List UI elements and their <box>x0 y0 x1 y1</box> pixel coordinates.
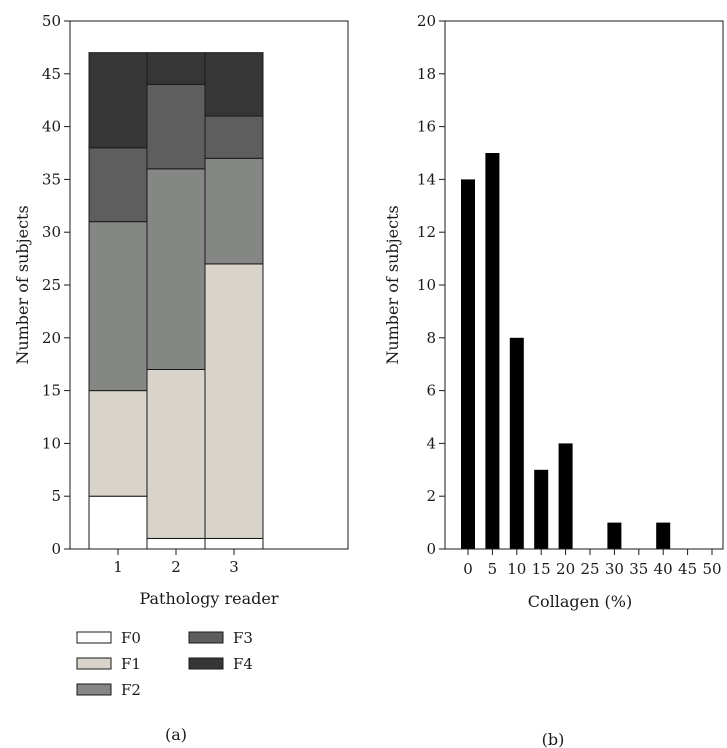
bar-segment-f0-reader-3 <box>204 537 264 550</box>
legend-label-f2: F2 <box>121 681 141 699</box>
bar-segment-f1-reader-1 <box>88 390 148 497</box>
x-tick-label: 25 <box>580 560 599 578</box>
y-tick-label: 40 <box>42 118 61 136</box>
y-tick-label: 18 <box>417 65 436 83</box>
histogram-bar-40 <box>656 522 671 549</box>
x-tick-label: 3 <box>229 558 239 576</box>
panel-b-y-axis-label: Number of subjects <box>383 205 402 364</box>
x-tick-label: 5 <box>488 560 498 578</box>
x-tick-label: 10 <box>507 560 526 578</box>
histogram-bar-15 <box>534 469 549 549</box>
legend-label-f0: F0 <box>121 629 141 647</box>
bar-segment-f2-reader-2 <box>146 168 206 370</box>
bar-segment-f4-reader-1 <box>88 52 148 149</box>
x-tick-label: 2 <box>171 558 181 576</box>
histogram-bar-0 <box>461 179 475 549</box>
bar-segment-f2-reader-3 <box>204 157 264 265</box>
panel-a-x-axis-label: Pathology reader <box>139 589 278 608</box>
y-tick-label: 35 <box>42 170 61 188</box>
legend-swatch-f3 <box>188 631 224 644</box>
panel-b-x-axis-label: Collagen (%) <box>528 592 632 611</box>
bar-segment-f3-reader-2 <box>146 83 206 170</box>
y-tick-label: 20 <box>42 329 61 347</box>
legend-swatch-f2 <box>76 683 112 696</box>
x-tick-label: 20 <box>556 560 575 578</box>
panel-a-y-ticks: 0 5 10 15 20 25 30 35 40 45 50 <box>42 12 70 558</box>
y-tick-label: 30 <box>42 223 61 241</box>
y-tick-label: 45 <box>42 65 61 83</box>
y-tick-label: 25 <box>42 276 61 294</box>
panel-b-label: (b) <box>542 730 565 748</box>
y-tick-label: 2 <box>426 487 436 505</box>
bar-segment-f3-reader-1 <box>88 147 148 223</box>
y-tick-label: 50 <box>42 12 61 30</box>
legend-swatch-f0 <box>76 631 112 644</box>
bar-segment-f0-reader-2 <box>146 537 206 550</box>
bar-segment-f4-reader-2 <box>146 52 206 85</box>
y-tick-label: 15 <box>42 382 61 400</box>
y-tick-label: 12 <box>417 223 436 241</box>
y-tick-label: 8 <box>426 329 436 347</box>
y-tick-label: 0 <box>51 540 61 558</box>
panel-a-stacked-bar-chart: 0 5 10 15 20 25 30 35 40 45 50 1 2 3 Pathology reade… <box>13 12 349 744</box>
panel-a-legend: F0 F1 F2 F3 F4 <box>76 629 253 699</box>
bar-segment-f3-reader-3 <box>204 115 264 159</box>
legend-label-f1: F1 <box>121 655 141 673</box>
y-tick-label: 5 <box>51 487 61 505</box>
y-tick-label: 16 <box>417 118 436 136</box>
y-tick-label: 0 <box>426 540 436 558</box>
x-tick-label: 45 <box>678 560 697 578</box>
panel-b-y-ticks: 0 2 4 6 8 10 12 14 16 18 20 <box>417 12 445 558</box>
panel-b-x-ticks: 0 5 10 15 20 25 30 35 40 45 50 <box>463 549 722 578</box>
legend-swatch-f1 <box>76 657 112 670</box>
bar-segment-f0-reader-1 <box>88 495 148 550</box>
bar-segment-f4-reader-3 <box>204 52 264 117</box>
x-tick-label: 0 <box>463 560 473 578</box>
panel-b-bars <box>461 153 671 549</box>
panel-a-label: (a) <box>165 725 187 744</box>
y-tick-label: 10 <box>417 276 436 294</box>
histogram-bar-30 <box>607 522 622 549</box>
x-tick-label: 15 <box>532 560 551 578</box>
y-tick-label: 14 <box>417 170 436 188</box>
x-tick-label: 35 <box>629 560 648 578</box>
histogram-bar-20 <box>558 443 573 549</box>
histogram-bar-5 <box>485 153 500 549</box>
x-tick-label: 50 <box>702 560 721 578</box>
legend-label-f4: F4 <box>233 655 253 673</box>
panel-a-y-axis-label: Number of subjects <box>13 205 32 364</box>
x-tick-label: 30 <box>605 560 624 578</box>
x-tick-label: 40 <box>654 560 673 578</box>
legend-label-f3: F3 <box>233 629 253 647</box>
bar-segment-f1-reader-2 <box>146 368 206 539</box>
y-tick-label: 20 <box>417 12 436 30</box>
panel-a-bars <box>88 52 264 550</box>
bar-segment-f1-reader-3 <box>204 263 264 539</box>
legend-swatch-f4 <box>188 657 224 670</box>
histogram-bar-10 <box>509 337 524 549</box>
y-tick-label: 4 <box>426 434 436 452</box>
panel-a-x-ticks: 1 2 3 <box>113 549 239 576</box>
bar-segment-f2-reader-1 <box>88 221 148 392</box>
x-tick-label: 1 <box>113 558 123 576</box>
y-tick-label: 6 <box>426 382 436 400</box>
y-tick-label: 10 <box>42 434 61 452</box>
